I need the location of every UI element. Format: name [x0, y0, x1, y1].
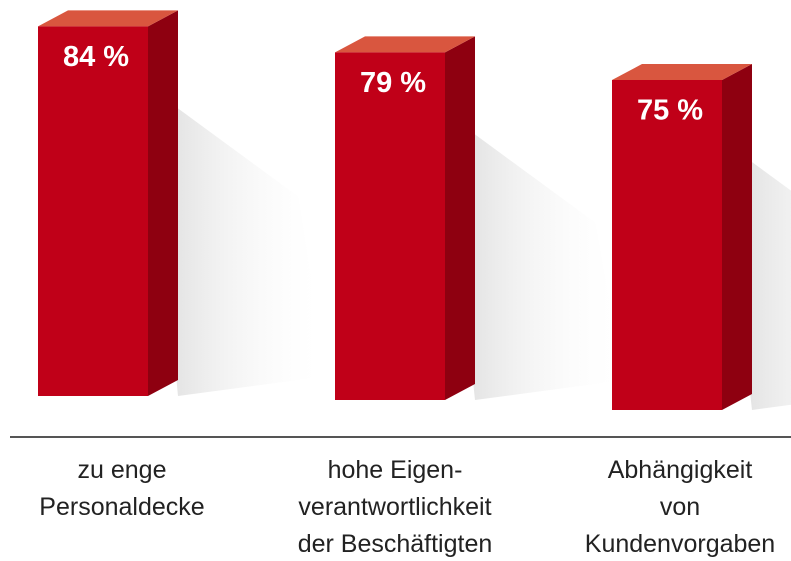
category-label: zu enge Personaldecke — [39, 456, 205, 521]
bar — [38, 26, 148, 397]
category-label: hohe Eigen- verantwortlichkeit der Besch… — [297, 456, 493, 558]
bar-shadow — [445, 112, 625, 401]
bar-side — [445, 36, 475, 401]
bar-top — [335, 36, 475, 53]
bar — [335, 52, 445, 401]
value-label: 75 % — [637, 95, 703, 127]
value-label: 79 % — [360, 67, 426, 99]
bar-shadow — [148, 86, 328, 397]
bar-side — [148, 10, 178, 397]
value-label: 84 % — [63, 41, 129, 73]
bar-top — [612, 64, 752, 80]
bar — [612, 80, 722, 410]
bar-top — [38, 10, 178, 27]
category-label: Abhängigkeit von Kundenvorgaben — [584, 456, 776, 558]
bar-side — [722, 64, 752, 410]
